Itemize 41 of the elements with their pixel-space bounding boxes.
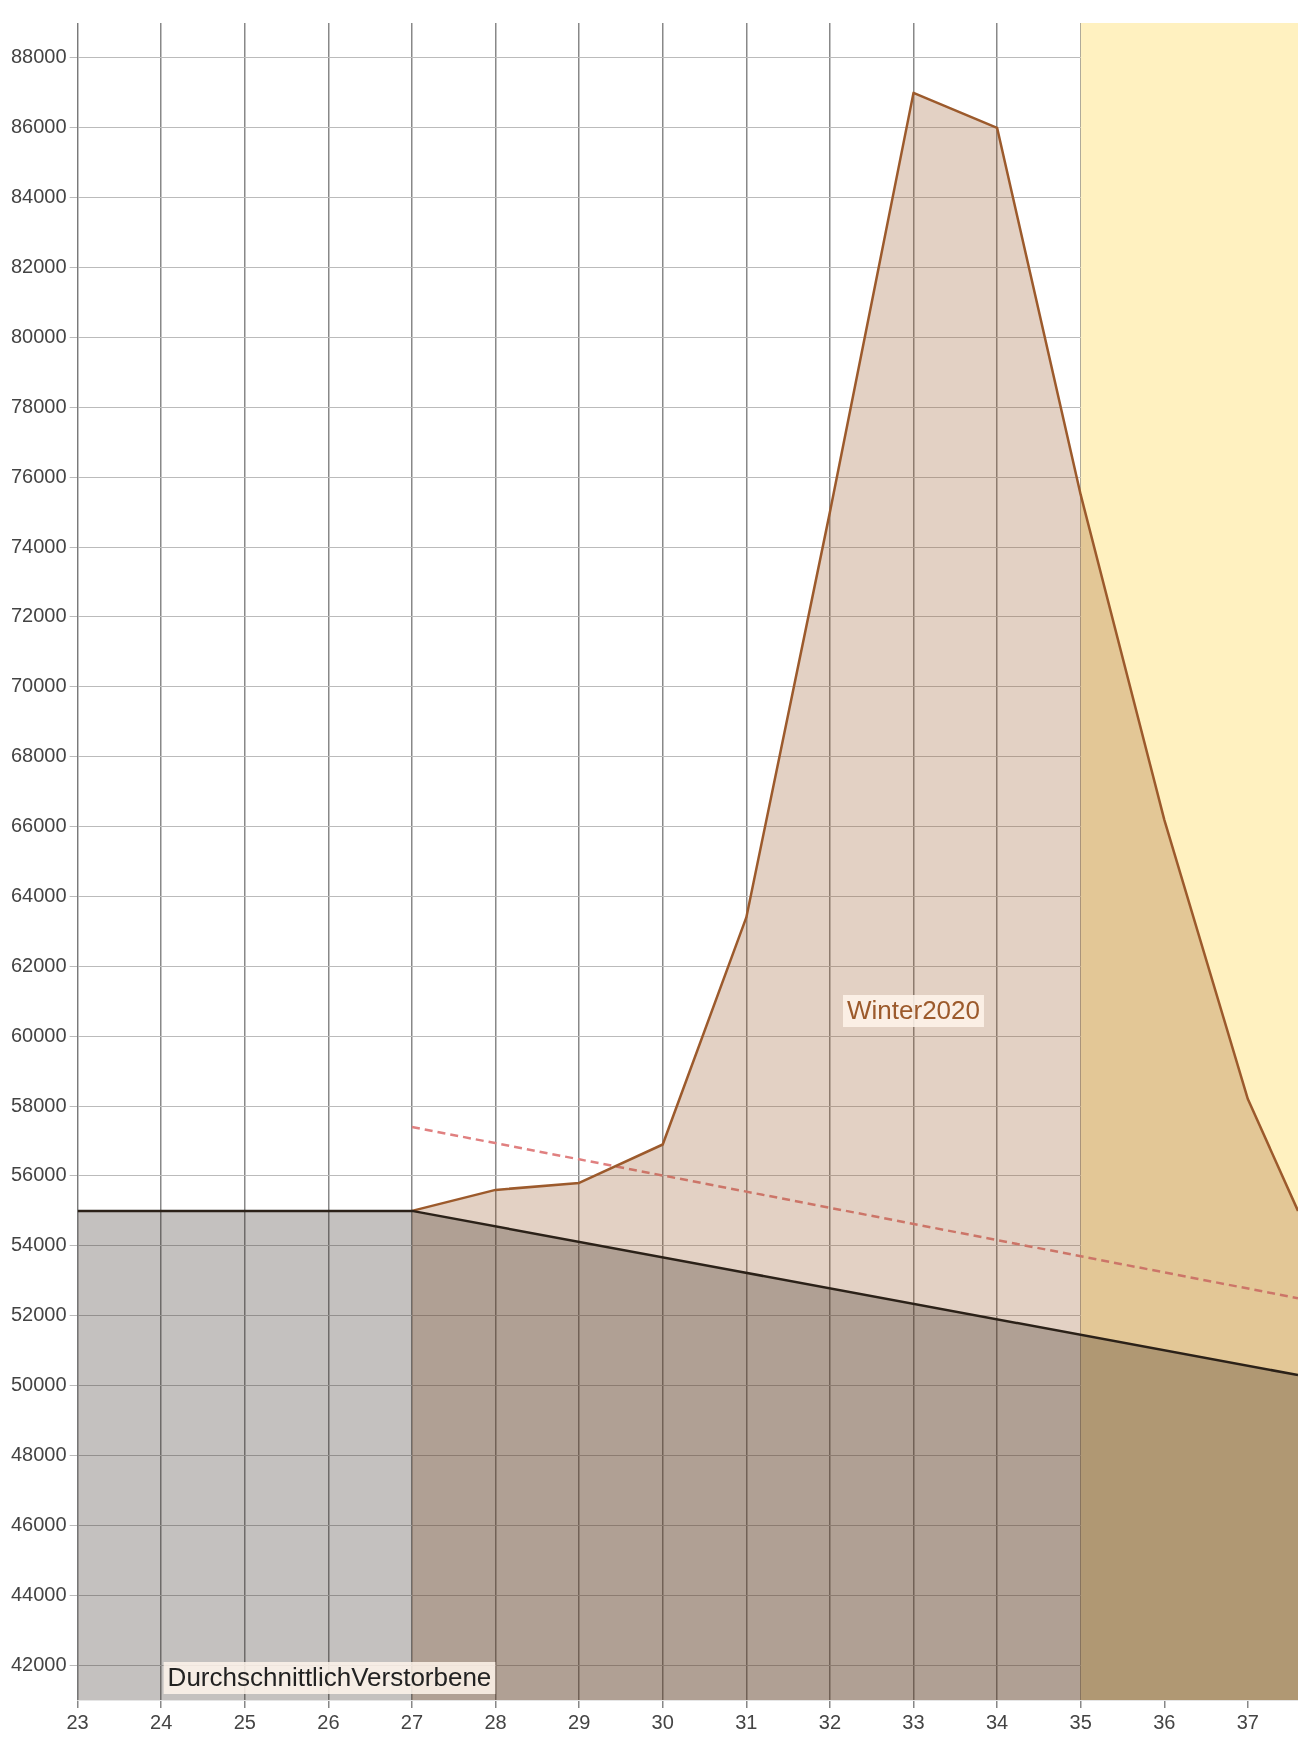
x-tick-label: 25 (233, 1710, 256, 1733)
x-tick-label: 23 (66, 1710, 89, 1733)
y-tick-label: 60000 (10, 1023, 67, 1046)
y-tick-label: 50000 (10, 1373, 67, 1396)
y-tick-label: 64000 (10, 883, 67, 906)
x-tick-label: 33 (902, 1710, 925, 1733)
y-tick-label: 76000 (10, 464, 67, 487)
y-tick-label: 78000 (10, 394, 67, 417)
x-tick-label: 34 (985, 1710, 1009, 1733)
y-tick-label: 84000 (10, 185, 67, 208)
x-tick-label: 28 (484, 1710, 507, 1733)
x-tick-label: 29 (568, 1710, 591, 1733)
x-tick-label: 26 (317, 1710, 340, 1733)
y-tick-label: 66000 (10, 814, 67, 837)
series-label: Winter2020 (847, 995, 980, 1026)
y-tick-label: 80000 (10, 324, 67, 347)
x-tick-label: 24 (150, 1710, 173, 1733)
x-tick-label: 32 (818, 1710, 842, 1733)
y-tick-label: 54000 (10, 1233, 67, 1256)
y-tick-label: 72000 (10, 604, 67, 627)
y-tick-label: 86000 (10, 115, 67, 138)
y-tick-label: 46000 (10, 1512, 67, 1535)
y-tick-label: 82000 (10, 255, 67, 278)
y-tick-label: 56000 (10, 1163, 67, 1186)
y-tick-label: 70000 (10, 674, 67, 697)
y-tick-label: 88000 (10, 45, 67, 68)
y-tick-label: 58000 (10, 1093, 67, 1116)
y-tick-label: 74000 (10, 534, 67, 557)
series-label: DurchschnittlichVerstorbene (167, 1662, 492, 1693)
x-tick-label: 35 (1069, 1710, 1092, 1733)
y-tick-label: 68000 (10, 744, 67, 767)
x-tick-label: 37 (1236, 1710, 1259, 1733)
y-tick-label: 44000 (10, 1582, 67, 1605)
y-tick-label: 48000 (10, 1442, 67, 1465)
x-tick-label: 31 (735, 1710, 758, 1733)
x-tick-label: 27 (400, 1710, 424, 1733)
x-tick-label: 36 (1153, 1710, 1176, 1733)
y-tick-label: 52000 (10, 1303, 67, 1326)
y-tick-label: 42000 (10, 1652, 67, 1675)
y-tick-label: 62000 (10, 953, 67, 976)
x-tick-label: 30 (651, 1710, 674, 1733)
